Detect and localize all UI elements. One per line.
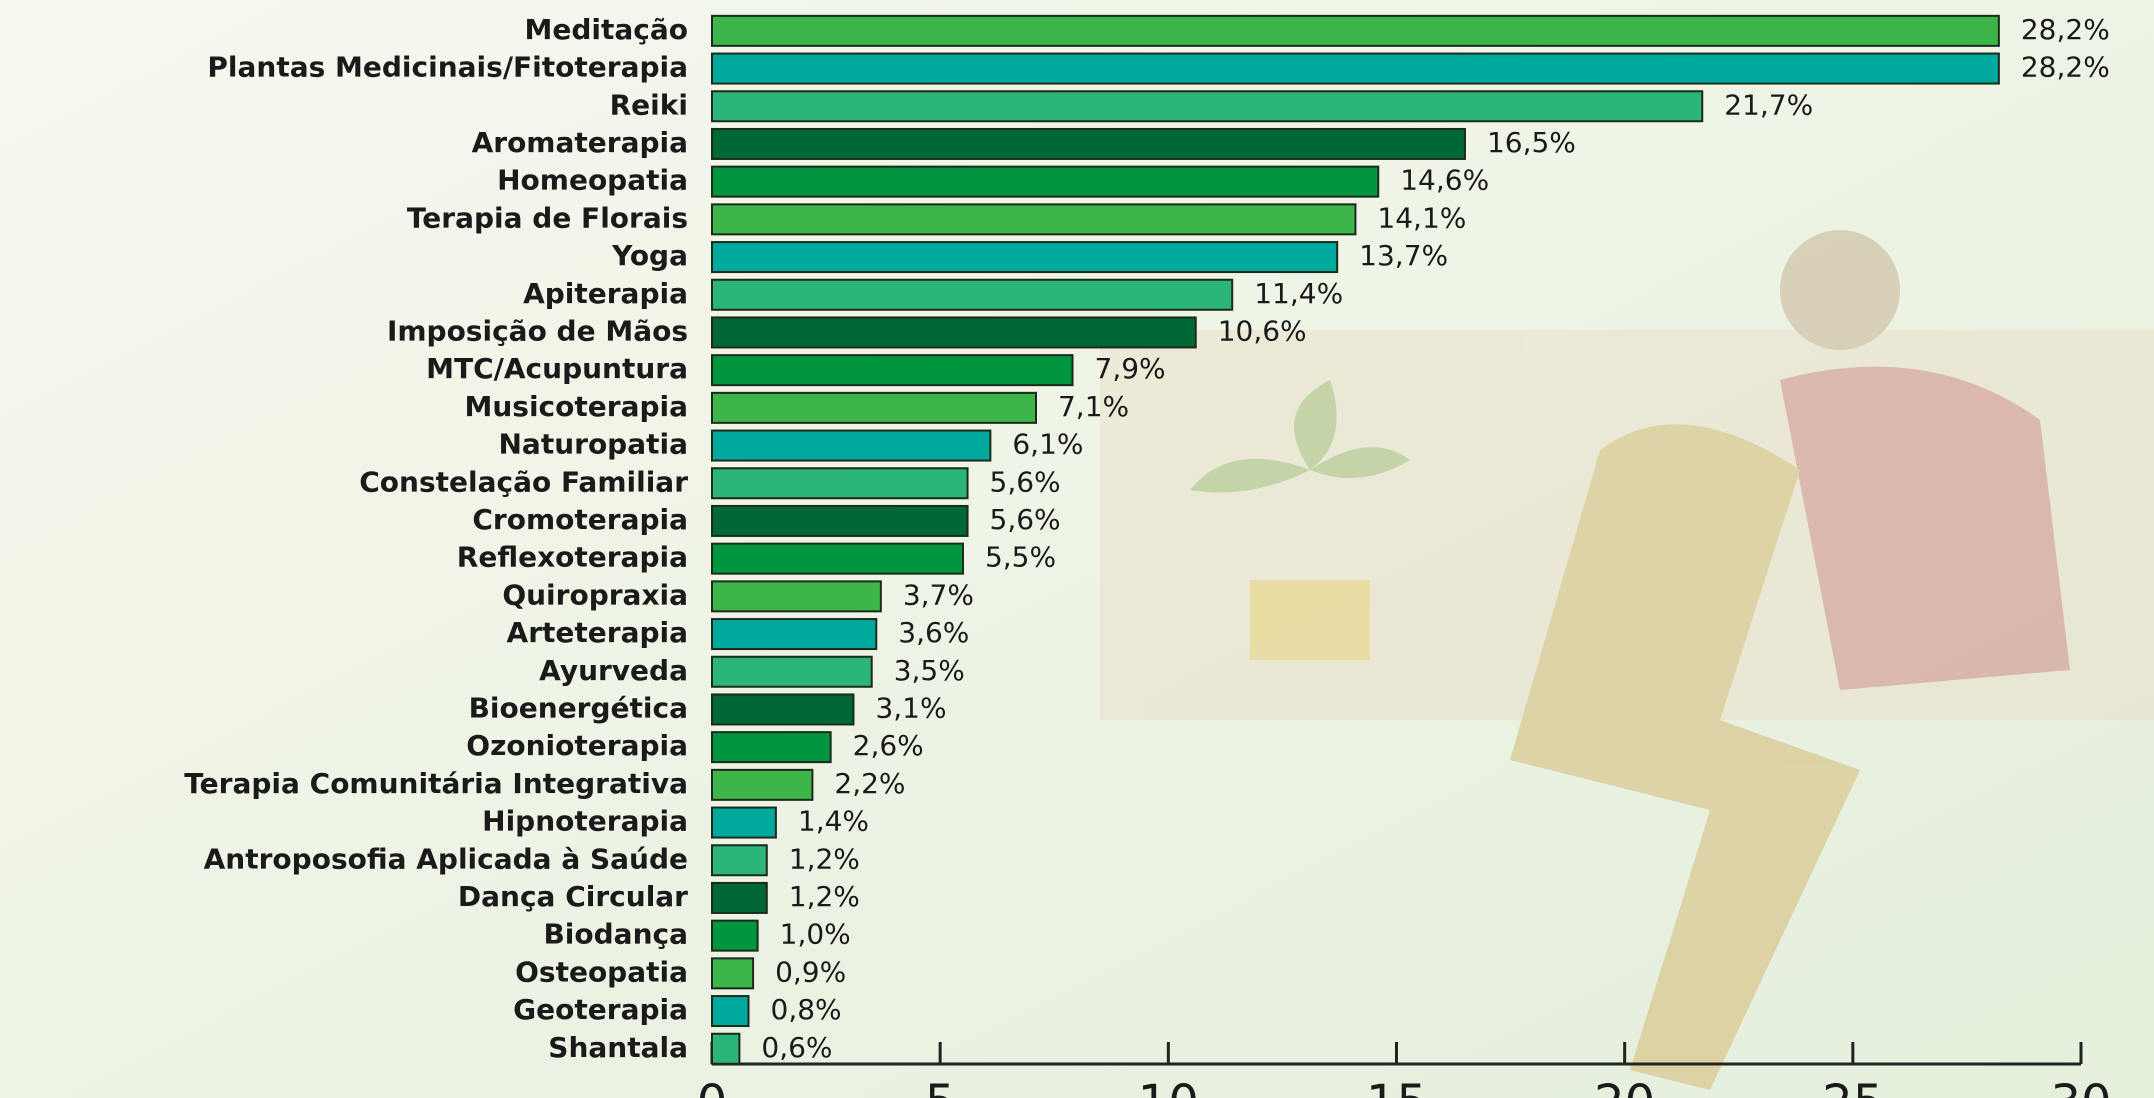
- x-tick-label: 25: [1822, 1075, 1883, 1098]
- category-label: Reflexoterapia: [457, 541, 688, 574]
- category-label: Osteopatia: [515, 955, 688, 988]
- value-label: 0,9%: [775, 955, 846, 988]
- value-label: 1,0%: [780, 918, 851, 951]
- pot: [1250, 580, 1370, 660]
- value-label: 0,8%: [771, 993, 842, 1026]
- bar: [712, 506, 968, 536]
- value-label: 1,2%: [789, 842, 860, 875]
- value-label: 3,6%: [898, 616, 969, 649]
- category-label: Reiki: [610, 88, 688, 121]
- bar: [712, 1034, 739, 1064]
- category-label: Constelação Familiar: [359, 465, 688, 498]
- category-label: Apiterapia: [523, 277, 688, 310]
- category-label: Hipnoterapia: [482, 805, 688, 838]
- value-label: 1,2%: [789, 880, 860, 913]
- value-label: 3,1%: [875, 691, 946, 724]
- category-label: Antroposofia Aplicada à Saúde: [204, 842, 688, 875]
- category-label: Plantas Medicinais/Fitoterapia: [207, 51, 688, 84]
- bar: [712, 619, 876, 649]
- category-label: Dança Circular: [458, 880, 688, 913]
- value-label: 10,6%: [1218, 314, 1307, 347]
- category-label: Musicoterapia: [464, 390, 688, 423]
- bar: [712, 770, 812, 800]
- value-label: 5,6%: [990, 503, 1061, 536]
- bar: [712, 204, 1355, 234]
- value-label: 14,1%: [1377, 201, 1466, 234]
- bar: [712, 544, 963, 574]
- category-label: Meditação: [524, 13, 688, 46]
- category-label: Naturopatia: [498, 428, 688, 461]
- bar: [712, 468, 968, 498]
- category-label: Arteterapia: [507, 616, 688, 649]
- x-tick-label: 20: [1594, 1075, 1655, 1098]
- bar: [712, 431, 990, 461]
- bar: [712, 129, 1465, 159]
- bar: [712, 657, 872, 687]
- value-label: 28,2%: [2021, 13, 2110, 46]
- value-label: 3,7%: [903, 578, 974, 611]
- bar: [712, 280, 1232, 310]
- category-label: Shantala: [548, 1031, 688, 1064]
- value-label: 13,7%: [1359, 239, 1448, 272]
- value-label: 5,6%: [990, 465, 1061, 498]
- category-label: Yoga: [611, 239, 688, 272]
- value-label: 7,9%: [1095, 352, 1166, 385]
- category-label: Aromaterapia: [472, 126, 688, 159]
- value-label: 0,6%: [761, 1031, 832, 1064]
- category-label: Quiropraxia: [502, 578, 688, 611]
- value-label: 21,7%: [1724, 88, 1813, 121]
- bar: [712, 54, 1999, 84]
- category-label: Homeopatia: [497, 164, 688, 197]
- category-label: Biodança: [543, 918, 688, 951]
- category-label: Ozonioterapia: [466, 729, 688, 762]
- category-label: Geoterapia: [513, 993, 688, 1026]
- bar: [712, 355, 1073, 385]
- value-label: 7,1%: [1058, 390, 1129, 423]
- bar: [712, 167, 1378, 197]
- bar: [712, 393, 1036, 423]
- category-label: Imposição de Mãos: [387, 314, 688, 347]
- x-tick-label: 10: [1138, 1075, 1199, 1098]
- x-tick-label: 0: [697, 1075, 728, 1098]
- bar: [712, 16, 1999, 46]
- bar: [712, 581, 881, 611]
- bar: [712, 883, 767, 913]
- bar: [712, 958, 753, 988]
- category-label: Ayurveda: [539, 654, 688, 687]
- value-label: 14,6%: [1400, 164, 1489, 197]
- bar: [712, 996, 749, 1026]
- bar: [712, 91, 1702, 121]
- bar: [712, 694, 853, 724]
- bar: [712, 808, 776, 838]
- bar: [712, 317, 1196, 347]
- x-tick-label: 15: [1366, 1075, 1427, 1098]
- category-label: MTC/Acupuntura: [426, 352, 688, 385]
- category-label: Bioenergética: [469, 691, 688, 724]
- value-label: 1,4%: [798, 805, 869, 838]
- bar: [712, 242, 1337, 272]
- x-tick-label: 30: [2050, 1075, 2111, 1098]
- category-label: Cromoterapia: [472, 503, 688, 536]
- category-label: Terapia de Florais: [407, 201, 688, 234]
- value-label: 11,4%: [1254, 277, 1343, 310]
- value-label: 16,5%: [1487, 126, 1576, 159]
- bar: [712, 921, 758, 951]
- bar: [712, 732, 831, 762]
- value-label: 3,5%: [894, 654, 965, 687]
- value-label: 28,2%: [2021, 51, 2110, 84]
- head: [1780, 230, 1900, 350]
- x-tick-label: 5: [925, 1075, 956, 1098]
- value-label: 2,6%: [853, 729, 924, 762]
- value-label: 2,2%: [834, 767, 905, 800]
- chart: 0 5 10 15 20 25 30 Meditação 28,2% Plantas Medici…: [0, 0, 2154, 1098]
- value-label: 5,5%: [985, 541, 1056, 574]
- category-label: Terapia Comunitária Integrativa: [184, 767, 688, 800]
- value-label: 6,1%: [1012, 428, 1083, 461]
- bar: [712, 845, 767, 875]
